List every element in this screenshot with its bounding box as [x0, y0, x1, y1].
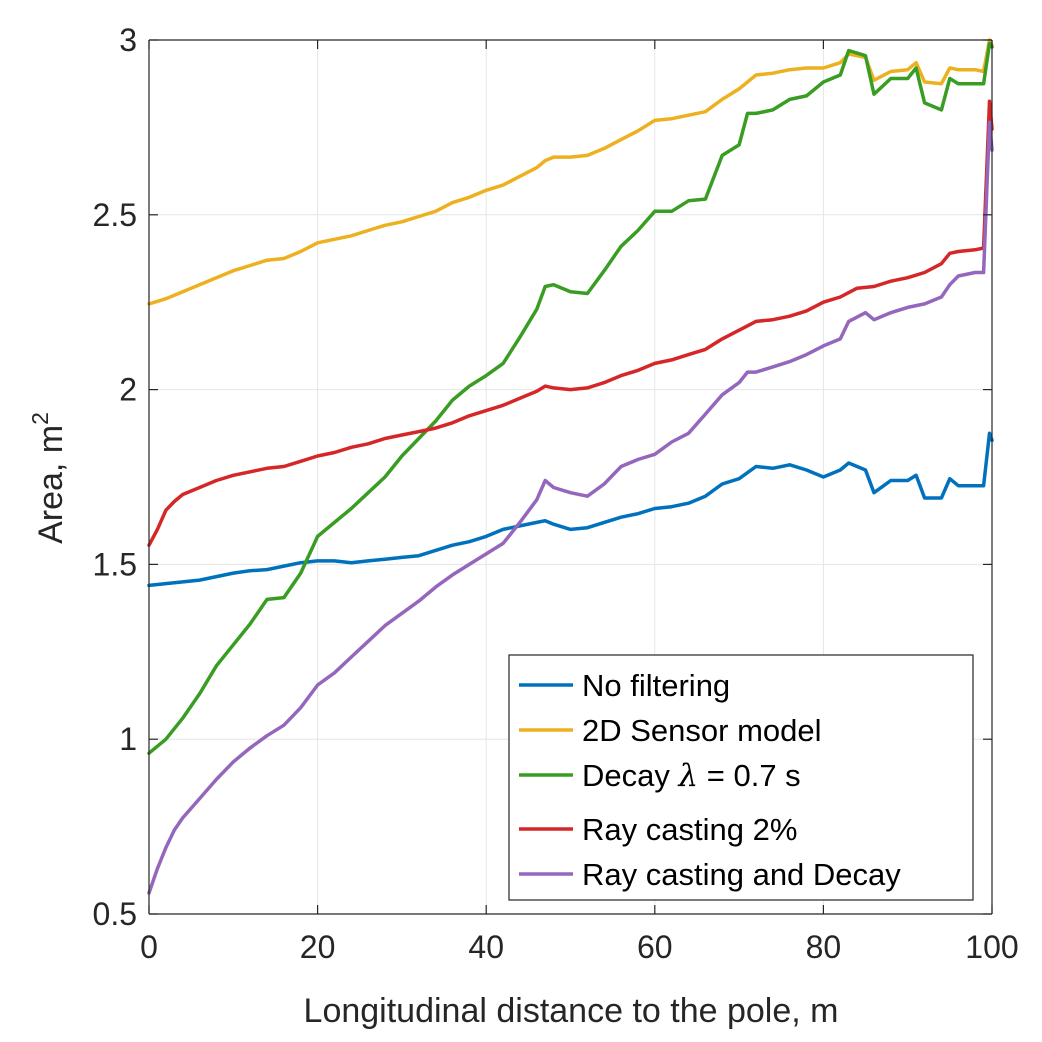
x-tick-label: 60 — [637, 929, 673, 965]
y-axis-title-text: Area, m — [32, 425, 70, 544]
legend-label-ray-casting-and-decay: Ray casting and Decay — [582, 857, 901, 892]
legend-label-decay-suffix: = 0.7 s — [698, 758, 801, 793]
tick-labels: 0 20 40 60 80 100 0.5 1 1.5 2 2.5 3 — [93, 22, 1019, 965]
y-tick-label: 1.5 — [93, 546, 137, 582]
series-line-1 — [147, 38, 994, 306]
legend-entry-ray-casting: Ray casting 2% — [519, 812, 797, 847]
legend-entry-no-filtering: No filtering — [519, 668, 730, 703]
y-axis-title: Area, m2 — [27, 412, 70, 544]
series-line-2 — [147, 41, 994, 755]
y-tick-label: 0.5 — [93, 896, 137, 932]
y-tick-label: 2 — [119, 372, 137, 408]
x-tick-label: 40 — [468, 929, 504, 965]
legend-entry-decay: Decay λ = 0.7 s — [519, 758, 801, 794]
legend-box — [508, 654, 974, 901]
series-line-3 — [147, 99, 994, 547]
y-tick-label: 3 — [119, 22, 137, 58]
series-line-4 — [147, 120, 994, 895]
legend-label-no-filtering: No filtering — [582, 668, 730, 703]
y-tick-label: 1 — [119, 721, 137, 757]
legend-label-decay-symbol: λ — [676, 758, 698, 794]
legend-entry-ray-casting-and-decay: Ray casting and Decay — [519, 857, 901, 892]
y-axis-title-superscript: 2 — [27, 412, 53, 425]
axes — [148, 39, 993, 915]
x-tick-label: 80 — [806, 929, 842, 965]
x-tick-label: 100 — [965, 929, 1018, 965]
legend-label-decay: Decay λ = 0.7 s — [582, 758, 801, 794]
legend-label-ray-casting: Ray casting 2% — [582, 812, 797, 847]
series-lines — [147, 38, 994, 895]
x-tick-label: 20 — [300, 929, 336, 965]
x-axis-title: Longitudinal distance to the pole, m — [304, 992, 839, 1030]
legend-label-decay-prefix: Decay — [582, 758, 678, 793]
x-tick-label: 0 — [140, 929, 158, 965]
y-tick-label: 2.5 — [93, 197, 137, 233]
legend: No filtering 2D Sensor model Decay λ = 0… — [508, 654, 974, 901]
legend-entry-2d-sensor-model: 2D Sensor model — [519, 713, 822, 748]
legend-label-2d-sensor-model: 2D Sensor model — [582, 713, 822, 748]
